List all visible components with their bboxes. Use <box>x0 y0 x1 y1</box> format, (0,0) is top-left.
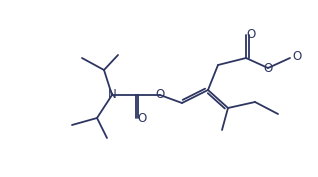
Text: O: O <box>292 50 302 62</box>
Text: O: O <box>246 28 256 41</box>
Text: O: O <box>263 61 273 75</box>
Text: O: O <box>156 88 165 101</box>
Text: N: N <box>107 88 116 101</box>
Text: O: O <box>137 112 147 124</box>
